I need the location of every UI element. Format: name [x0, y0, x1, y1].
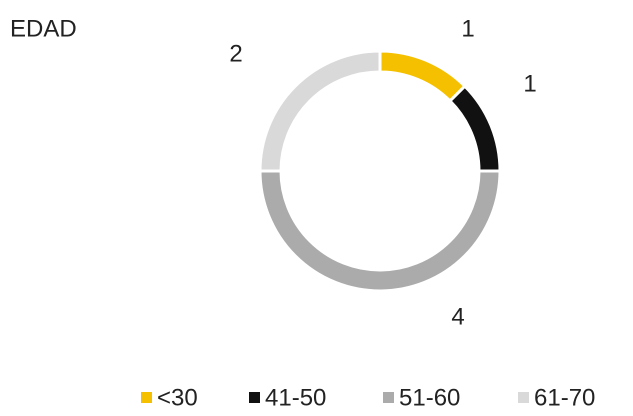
legend-swatch — [518, 392, 529, 403]
data-label: 4 — [451, 303, 464, 330]
donut-segment — [378, 49, 467, 104]
legend-swatch — [249, 392, 260, 403]
legend-swatch — [141, 392, 152, 403]
legend-label: <30 — [157, 384, 198, 411]
legend-swatch — [383, 392, 394, 403]
legend-label: 51-60 — [399, 384, 460, 411]
data-label: 1 — [523, 70, 536, 97]
data-label: 2 — [229, 40, 242, 67]
donut-segment — [258, 49, 382, 173]
legend-label: 41-50 — [265, 384, 326, 411]
legend-label: 61-70 — [534, 384, 595, 411]
data-label: 1 — [461, 15, 474, 42]
donut-segment — [258, 169, 502, 293]
chart-title: EDAD — [10, 15, 77, 42]
donut-segment — [447, 84, 502, 173]
